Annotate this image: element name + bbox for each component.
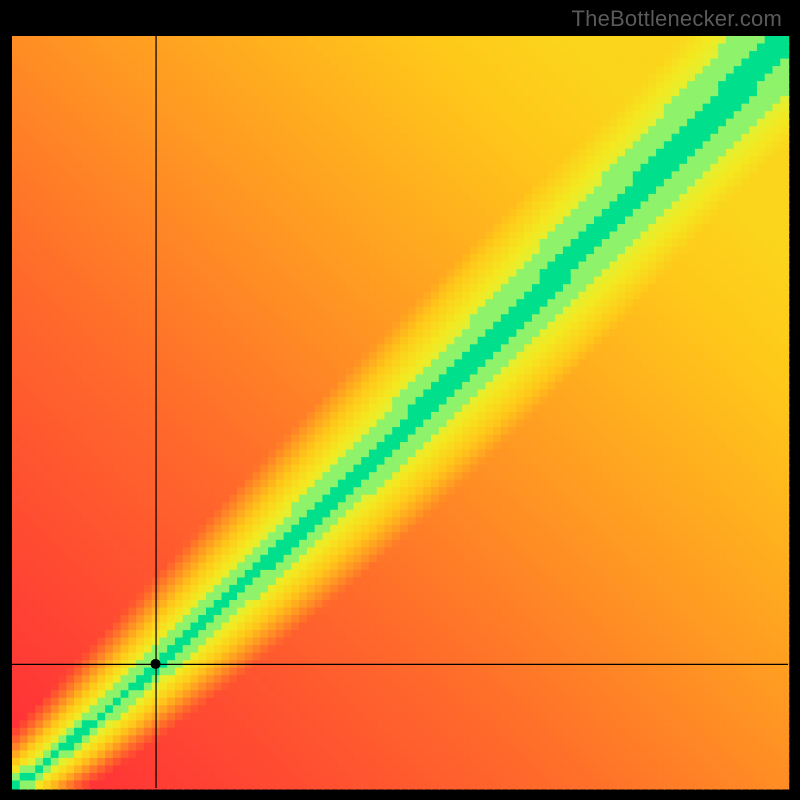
watermark-text: TheBottlenecker.com [572, 6, 782, 32]
chart-container: TheBottlenecker.com [0, 0, 800, 800]
heatmap-canvas [0, 0, 800, 800]
